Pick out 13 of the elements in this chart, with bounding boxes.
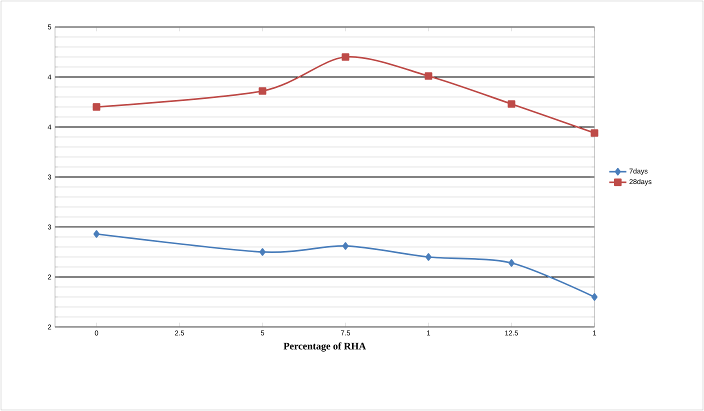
point bbox=[258, 87, 266, 95]
x-axis-title: Percentage of RHA bbox=[284, 342, 366, 352]
point bbox=[259, 248, 266, 256]
point bbox=[342, 53, 350, 61]
point bbox=[591, 293, 598, 301]
point bbox=[590, 129, 598, 137]
point bbox=[92, 103, 100, 111]
point bbox=[425, 253, 432, 261]
point bbox=[342, 242, 349, 250]
point bbox=[424, 72, 432, 80]
point bbox=[93, 230, 100, 238]
point bbox=[508, 100, 516, 108]
point bbox=[508, 259, 515, 267]
